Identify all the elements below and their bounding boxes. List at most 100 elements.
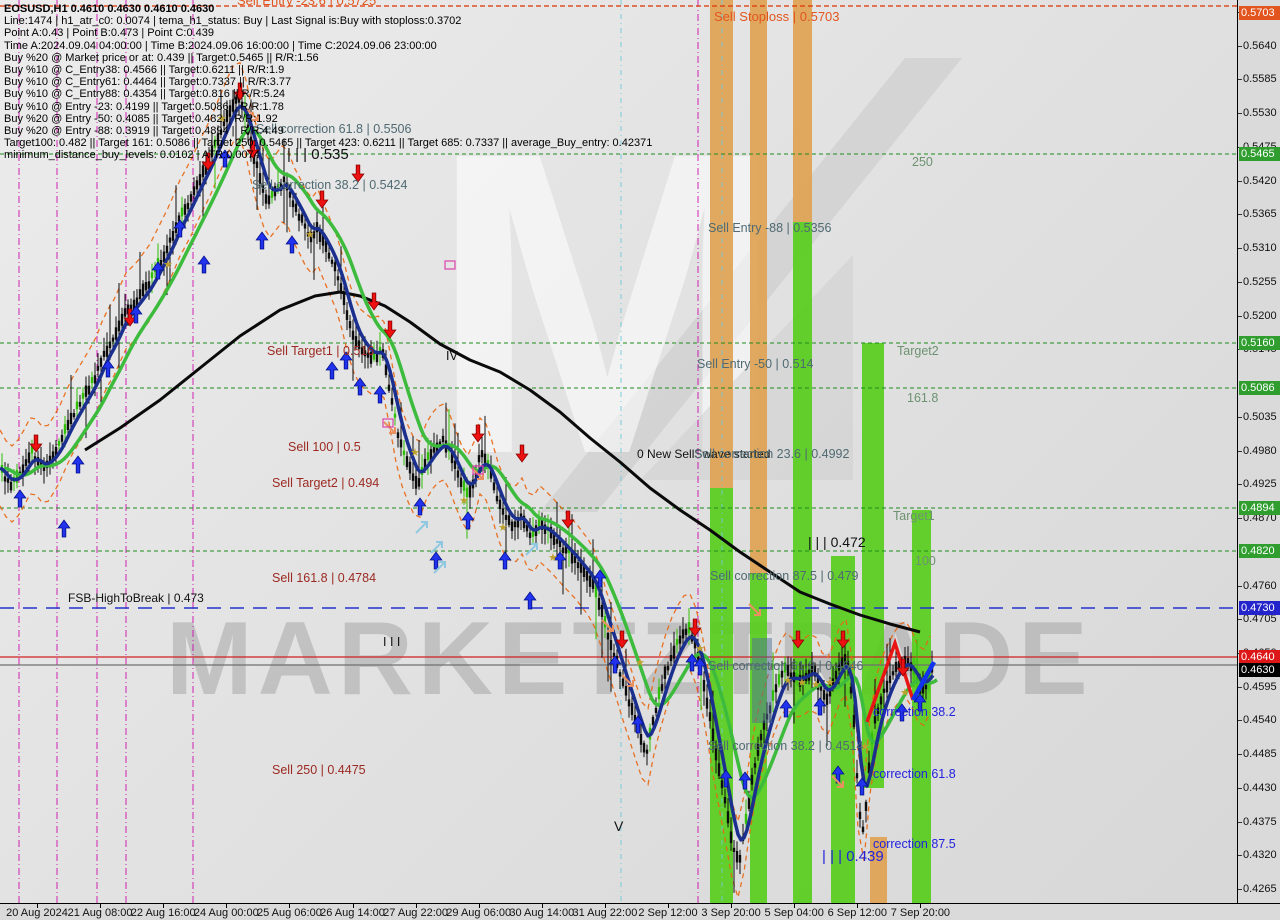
breakout-up-arrow-icon	[525, 543, 538, 556]
zigzag-lines	[865, 637, 936, 723]
price-tick: 0.4925	[1238, 478, 1277, 490]
buy-arrow-icon	[523, 591, 537, 610]
sell-arrow-icon	[315, 190, 329, 209]
fast-ma-green	[3, 127, 938, 800]
time-tick-mark	[794, 904, 796, 908]
candlestick-chart-canvas[interactable]: M★★★★★★★★★★ ★ ★ ★★★	[0, 0, 1237, 903]
buy-arrow-icon	[255, 231, 269, 250]
time-label: 7 Sep 20:00	[890, 907, 951, 919]
sell-arrow-icon	[351, 164, 365, 183]
buy-arrow-icon	[285, 235, 299, 254]
buy-arrow-icon	[151, 261, 165, 280]
price-tick: 0.4320	[1238, 849, 1277, 861]
signal-box-icon	[382, 418, 394, 428]
price-tick: 0.4870	[1238, 512, 1277, 524]
time-label: 22 Aug 16:00	[130, 907, 196, 919]
info-line: Buy %10 @ Entry -23: 0.4199 || Target:0.…	[4, 100, 284, 113]
buy-arrow-icon	[101, 359, 115, 378]
price-level-badge: 0.4820	[1239, 544, 1280, 558]
chart-plot-area[interactable]: MARKETZTRADE M ★ ★ ★ ★ ★ ★ ★ ★ ★ ★ ★ ★ ★ ★ ★ Sell Entry…	[0, 0, 1237, 903]
price-tick: 0.5310	[1238, 242, 1277, 254]
time-label: 25 Aug 06:00	[256, 907, 322, 919]
buy-arrow-icon	[373, 385, 387, 404]
price-tick: 0.5200	[1238, 310, 1277, 322]
info-line: EOSUSD,H1 0.4610 0.4630 0.4610 0.4630	[4, 3, 215, 15]
price-tick: 0.4265	[1238, 883, 1277, 895]
star-icon: ★	[797, 677, 807, 689]
sell-arrow-icon	[791, 630, 805, 649]
star-icon: ★	[860, 741, 870, 753]
buy-arrow-icon	[353, 377, 367, 396]
buy-arrow-icon	[13, 489, 27, 508]
time-tick-mark	[163, 904, 165, 908]
buy-arrow-icon	[631, 715, 645, 734]
buy-arrow-icon	[855, 777, 869, 796]
price-level-badge: 0.5703	[1239, 6, 1280, 20]
buy-arrow-icon	[173, 219, 187, 238]
highlight-box	[752, 638, 772, 723]
sell-arrow-icon	[233, 82, 247, 101]
info-line: Buy %20 @ Entry -50: 0.4085 || Target:0.…	[4, 112, 278, 125]
time-tick-mark	[100, 904, 102, 908]
sell-arrow-icon	[29, 434, 43, 453]
buy-arrow-icon	[593, 569, 607, 588]
price-tick: 0.4595	[1238, 681, 1277, 693]
price-tick: 0.5035	[1238, 411, 1277, 423]
sell-arrow-icon	[123, 308, 137, 327]
star-icon: ★	[410, 447, 420, 459]
sell-arrow-icon	[896, 658, 910, 677]
buy-arrow-icon	[608, 655, 622, 674]
time-label: 26 Aug 14:00	[320, 907, 385, 919]
star-icon: ★	[635, 657, 645, 669]
time-label: 31 Aug 22:00	[572, 907, 638, 919]
time-label: 30 Aug 14:00	[509, 907, 575, 919]
buy-arrow-icon	[738, 771, 752, 790]
time-tick-mark	[541, 904, 543, 908]
vertical-lines	[18, 0, 723, 903]
breakdown-arrow-icon	[831, 775, 844, 788]
sell-arrow-icon	[201, 152, 215, 171]
price-tick: 0.5640	[1238, 40, 1277, 52]
price-tick: 0.4980	[1238, 445, 1277, 457]
price-level-badge: 0.5160	[1239, 336, 1280, 350]
breakdown-arrow-icon	[748, 603, 761, 616]
sell-arrow-icon	[561, 510, 575, 529]
expert-advisor-info-panel: EOSUSD,H1 0.4610 0.4630 0.4610 0.4630 Lin…	[4, 3, 652, 162]
time-axis[interactable]: 20 Aug 2024 21 Aug 08:00 22 Aug 16:00 24 Au…	[0, 903, 1280, 920]
price-tick: 0.4760	[1238, 580, 1277, 592]
buy-arrow-icon	[461, 511, 475, 530]
time-tick-mark	[352, 904, 354, 908]
breakdown-arrow-icon	[601, 619, 614, 632]
time-label: 3 Sep 20:00	[701, 907, 761, 919]
star-icon: ★	[825, 677, 835, 689]
breakdown-arrow-icon	[471, 467, 484, 480]
star-icon: ★	[163, 259, 173, 271]
price-level-badge: 0.4730	[1239, 601, 1280, 615]
star-icon: ★	[498, 522, 508, 534]
buy-arrow-icon	[429, 551, 443, 570]
sar-dashed-lines	[0, 61, 931, 900]
price-tick: 0.5255	[1238, 276, 1277, 288]
buy-arrow-icon	[719, 769, 733, 788]
star-icon: ★	[548, 552, 558, 564]
price-level-badge: 0.4894	[1239, 501, 1280, 515]
time-tick-mark	[37, 904, 38, 908]
star-icon: ★	[695, 643, 705, 655]
sell-arrow-icon	[836, 630, 850, 649]
time-tick-mark	[604, 904, 606, 908]
price-tick: 0.4540	[1238, 714, 1277, 726]
price-tick: 0.4485	[1238, 748, 1277, 760]
breakout-up-arrow-icon	[415, 521, 428, 534]
price-axis[interactable]: 0.56950.56400.55850.55300.54750.54200.53…	[1237, 0, 1280, 903]
info-line: Buy %10 @ C_Entry38: 0.4566 || Target:0.…	[4, 64, 285, 77]
price-tick: 0.5420	[1238, 175, 1277, 187]
time-label: 24 Aug 00:00	[193, 907, 259, 919]
star-icon: ★	[900, 687, 910, 699]
time-tick-mark	[415, 904, 417, 908]
star-icon: ★	[459, 495, 469, 507]
time-label: 2 Sep 12:00	[638, 907, 698, 919]
time-tick-mark	[478, 904, 480, 908]
price-tick: 0.5585	[1238, 73, 1277, 85]
sell-arrow-icon	[615, 630, 629, 649]
